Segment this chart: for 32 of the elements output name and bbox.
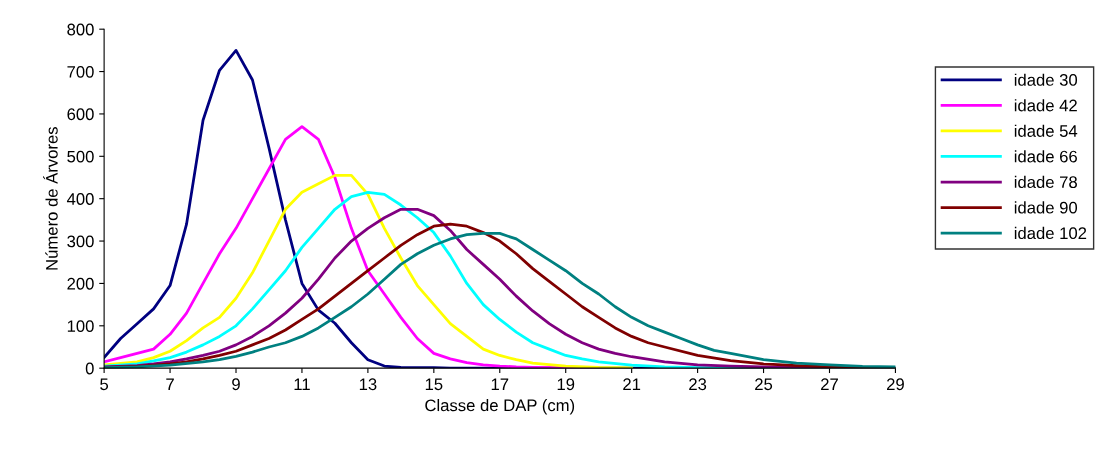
legend-label: idade 42 <box>1014 99 1077 112</box>
x-tick-label: 13 <box>359 378 377 391</box>
y-tick-label: 200 <box>67 277 94 290</box>
legend-label: idade 90 <box>1014 201 1078 214</box>
x-tick-label: 23 <box>689 378 707 391</box>
x-tick-label: 29 <box>887 378 904 391</box>
y-axis-title: Número de Árvores <box>43 127 58 270</box>
y-tick-label: 100 <box>67 320 94 333</box>
x-tick-label: 15 <box>425 378 443 391</box>
legend-label: idade 102 <box>1014 226 1087 240</box>
y-tick-label: 400 <box>66 193 94 205</box>
x-tick-label: 11 <box>294 378 310 390</box>
y-tick-label: 800 <box>67 23 94 36</box>
x-axis-title: Classe de DAP (cm) <box>425 398 575 415</box>
legend-label: idade 54 <box>1014 124 1078 137</box>
legend-label: idade 66 <box>1014 150 1077 163</box>
x-tick-label: 21 <box>623 378 641 390</box>
x-tick-label: 19 <box>557 378 575 391</box>
legend-label: idade 30 <box>1014 73 1078 86</box>
x-tick-label: 9 <box>232 378 240 391</box>
y-tick-label: 500 <box>67 150 94 163</box>
x-tick-label: 25 <box>755 378 773 391</box>
x-tick-label: 27 <box>821 378 838 390</box>
x-tick-label: 7 <box>166 378 174 390</box>
legend-label: idade 78 <box>1014 175 1077 189</box>
x-tick-label: 5 <box>100 378 109 391</box>
y-tick-label: 700 <box>67 65 94 78</box>
y-tick-label: 0 <box>85 362 94 375</box>
x-tick-label: 17 <box>491 378 509 390</box>
y-tick-label: 600 <box>67 108 94 121</box>
line-series <box>104 173 634 369</box>
y-tick-label: 300 <box>67 235 94 248</box>
